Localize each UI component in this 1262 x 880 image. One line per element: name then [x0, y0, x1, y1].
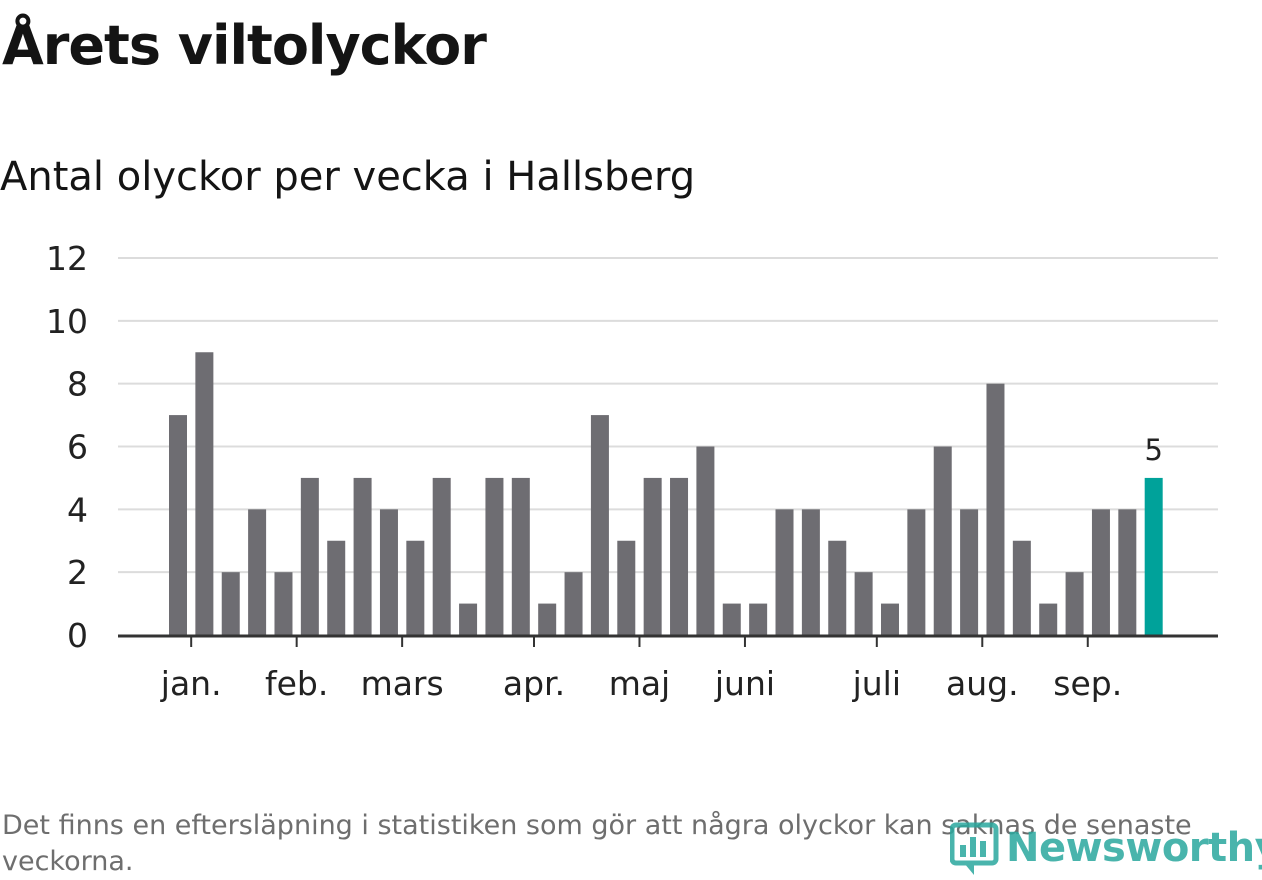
grid-lines	[118, 257, 1218, 574]
bar	[564, 572, 583, 635]
footnote: Det finns en eftersläpning i statistiken…	[2, 810, 1192, 877]
bar	[379, 509, 398, 635]
bar	[1144, 477, 1163, 635]
bar	[960, 509, 979, 635]
bar	[353, 477, 372, 635]
x-tick-label: juli	[852, 664, 901, 703]
bar	[696, 446, 715, 635]
x-tick-label: apr.	[503, 664, 565, 703]
bar	[749, 603, 768, 635]
y-axis-ticks: 0 2 4 6 8 10 12	[46, 239, 88, 655]
y-tick-label: 8	[67, 365, 88, 404]
newsworthy-logo: Newsworthy	[950, 818, 1262, 878]
x-tick-label: sep.	[1053, 664, 1122, 703]
bar	[1012, 540, 1031, 635]
bar	[300, 477, 319, 635]
bar	[1091, 509, 1110, 635]
chart-title: Årets viltolyckor	[2, 14, 487, 77]
bar	[986, 383, 1005, 635]
bar	[670, 477, 689, 635]
data-labels: 5	[1144, 433, 1162, 467]
bar	[432, 477, 451, 635]
bar	[169, 415, 187, 635]
y-tick-label: 4	[67, 490, 88, 529]
bar	[617, 540, 636, 635]
bar	[538, 603, 557, 635]
bar	[221, 572, 240, 635]
bar	[722, 603, 741, 635]
bar	[1039, 603, 1058, 635]
bar	[933, 446, 952, 635]
y-tick-label: 0	[67, 616, 88, 655]
logo-text: Newsworthy	[1006, 825, 1262, 871]
bar	[880, 603, 899, 635]
bar	[248, 509, 267, 635]
bar	[907, 509, 926, 635]
x-tick-label: aug.	[946, 664, 1019, 703]
bar	[1118, 509, 1137, 635]
bar	[828, 540, 847, 635]
x-tick-label: jan.	[160, 664, 222, 703]
x-tick-label: maj	[609, 664, 671, 703]
bar	[590, 415, 609, 635]
bar	[485, 477, 504, 635]
y-tick-label: 10	[46, 302, 88, 341]
highlight-value-label: 5	[1144, 433, 1162, 467]
bar	[643, 477, 662, 635]
chart-subtitle: Antal olyckor per vecka i Hallsberg	[0, 154, 696, 200]
bar-chart: 0 2 4 6 8 10 12 jan. feb. mars apr. maj juni juli aug…	[46, 239, 1218, 703]
bar	[195, 352, 214, 635]
bar	[406, 540, 425, 635]
x-tick-label: mars	[361, 664, 444, 703]
y-tick-label: 12	[46, 239, 88, 278]
y-tick-label: 2	[67, 553, 88, 592]
bar	[327, 540, 346, 635]
x-axis-ticks: jan. feb. mars apr. maj juni juli aug. sep.	[160, 637, 1122, 703]
bar	[459, 603, 478, 635]
y-tick-label: 6	[67, 428, 88, 467]
bar	[511, 477, 530, 635]
x-tick-label: juni	[714, 664, 775, 703]
bars	[169, 352, 1163, 635]
bar	[801, 509, 820, 635]
x-tick-label: feb.	[265, 664, 328, 703]
bar	[274, 572, 293, 635]
bar-chart-logo-icon	[950, 822, 999, 875]
bar	[775, 509, 794, 635]
bar	[1065, 572, 1084, 635]
bar	[854, 572, 873, 635]
